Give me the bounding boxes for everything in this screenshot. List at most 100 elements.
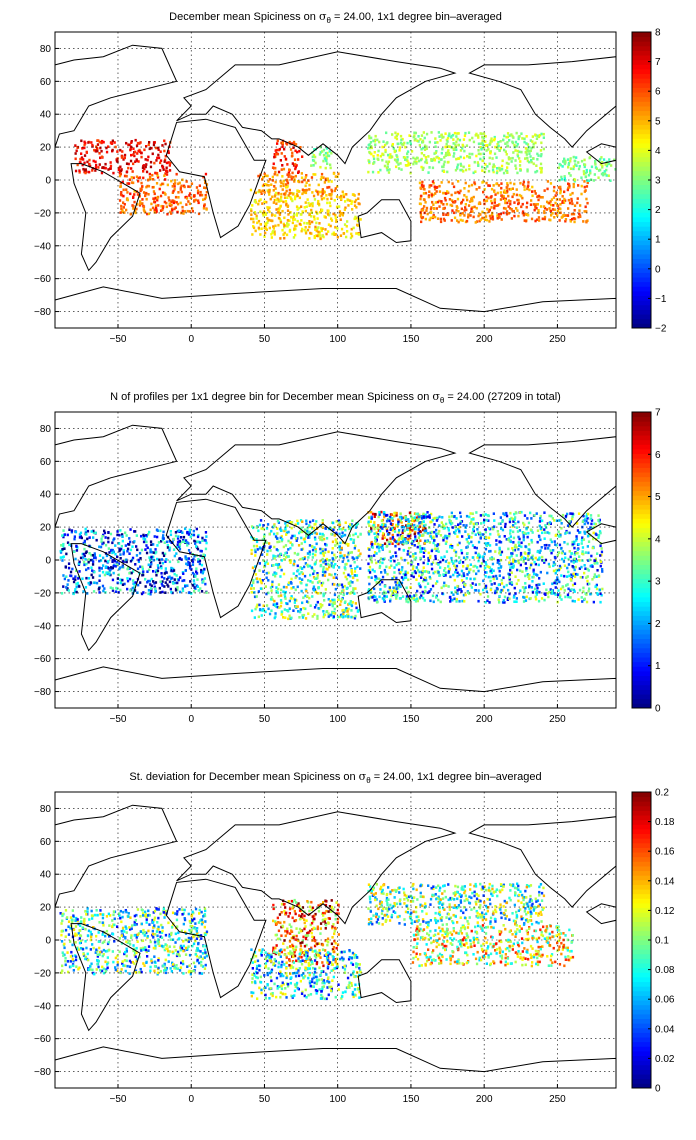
data-bin bbox=[502, 512, 505, 515]
data-bin bbox=[88, 544, 91, 548]
data-bin bbox=[531, 554, 534, 558]
data-bin bbox=[75, 585, 78, 589]
data-bin bbox=[274, 187, 277, 190]
data-bin bbox=[290, 521, 294, 524]
data-bin bbox=[315, 542, 318, 546]
data-bin bbox=[312, 164, 315, 167]
data-bin bbox=[290, 142, 294, 145]
data-bin bbox=[321, 604, 324, 607]
colorbar-step bbox=[632, 189, 651, 195]
data-bin bbox=[397, 520, 400, 524]
data-bin bbox=[291, 534, 294, 538]
data-bin bbox=[356, 556, 359, 559]
data-bin bbox=[282, 616, 285, 619]
data-bin bbox=[378, 549, 381, 553]
data-bin bbox=[367, 575, 370, 579]
data-bin bbox=[584, 171, 587, 175]
data-bin bbox=[198, 559, 202, 563]
data-bin bbox=[93, 570, 96, 574]
data-bin bbox=[168, 199, 171, 202]
data-bin bbox=[422, 192, 426, 195]
data-bin bbox=[140, 188, 143, 191]
data-bin bbox=[312, 526, 316, 530]
chart-panel-spiciness: December mean Spiciness on σθ = 24.00, 1… bbox=[0, 0, 696, 380]
data-bin bbox=[462, 156, 466, 160]
data-bin bbox=[288, 188, 291, 192]
data-bin bbox=[335, 220, 338, 223]
data-bin bbox=[182, 535, 186, 539]
data-bin bbox=[272, 162, 275, 166]
data-bin bbox=[173, 578, 176, 581]
data-bin bbox=[252, 220, 255, 224]
data-bin bbox=[259, 210, 262, 214]
data-bin bbox=[490, 187, 494, 191]
data-bin bbox=[144, 165, 147, 169]
data-bin bbox=[145, 540, 148, 544]
colorbar-step bbox=[632, 138, 651, 144]
data-bin bbox=[82, 167, 85, 171]
data-bin bbox=[503, 513, 506, 517]
data-bin bbox=[270, 183, 273, 186]
data-bin bbox=[407, 538, 410, 541]
data-bin bbox=[435, 549, 438, 552]
data-bin bbox=[140, 181, 143, 185]
data-bin bbox=[527, 213, 530, 217]
data-bin bbox=[591, 526, 594, 530]
data-bin bbox=[390, 155, 393, 158]
data-bin bbox=[317, 607, 320, 610]
data-bin bbox=[333, 607, 336, 611]
data-bin bbox=[514, 516, 517, 519]
data-bin bbox=[406, 152, 409, 155]
data-bin bbox=[445, 213, 448, 216]
data-bin bbox=[294, 598, 297, 602]
data-bin bbox=[305, 174, 308, 177]
data-bin bbox=[401, 531, 404, 535]
data-bin bbox=[445, 535, 449, 538]
data-bin bbox=[202, 553, 205, 557]
data-bin bbox=[340, 583, 344, 587]
data-bin bbox=[140, 151, 143, 155]
data-bin bbox=[486, 599, 489, 602]
data-bin bbox=[564, 556, 567, 560]
data-bin bbox=[494, 193, 497, 196]
data-bin bbox=[167, 196, 170, 199]
data-bin bbox=[527, 531, 530, 535]
data-bin bbox=[407, 533, 410, 536]
data-bin bbox=[445, 152, 448, 156]
data-bin bbox=[285, 531, 289, 535]
data-bin bbox=[347, 582, 351, 585]
data-bin bbox=[343, 608, 347, 612]
data-bin bbox=[111, 139, 114, 143]
data-bin bbox=[255, 217, 258, 220]
data-bin bbox=[483, 552, 486, 556]
data-bin bbox=[489, 579, 492, 583]
data-bin bbox=[456, 571, 459, 575]
data-bin bbox=[455, 209, 458, 212]
data-bin bbox=[569, 220, 572, 223]
data-bin bbox=[125, 208, 128, 212]
data-bin bbox=[484, 586, 488, 590]
data-bin bbox=[359, 533, 362, 536]
data-bin bbox=[537, 135, 541, 139]
data-bin bbox=[314, 228, 317, 231]
data-bin bbox=[428, 185, 431, 189]
data-bin bbox=[424, 589, 427, 593]
data-bin bbox=[339, 212, 342, 215]
data-bin bbox=[508, 597, 511, 601]
data-bin bbox=[331, 551, 334, 555]
data-bin bbox=[463, 214, 466, 217]
data-bin bbox=[426, 591, 429, 594]
data-bin bbox=[447, 561, 450, 565]
data-bin bbox=[460, 200, 463, 204]
data-bin bbox=[165, 161, 169, 165]
data-bin bbox=[269, 598, 273, 601]
data-bin bbox=[461, 147, 464, 150]
data-bin bbox=[92, 531, 96, 535]
data-bin bbox=[456, 163, 460, 167]
data-bin bbox=[545, 526, 548, 529]
data-bin bbox=[73, 550, 76, 553]
data-bin bbox=[430, 537, 434, 540]
data-bin bbox=[124, 544, 127, 547]
data-bin bbox=[429, 599, 432, 603]
data-bin bbox=[418, 143, 421, 147]
